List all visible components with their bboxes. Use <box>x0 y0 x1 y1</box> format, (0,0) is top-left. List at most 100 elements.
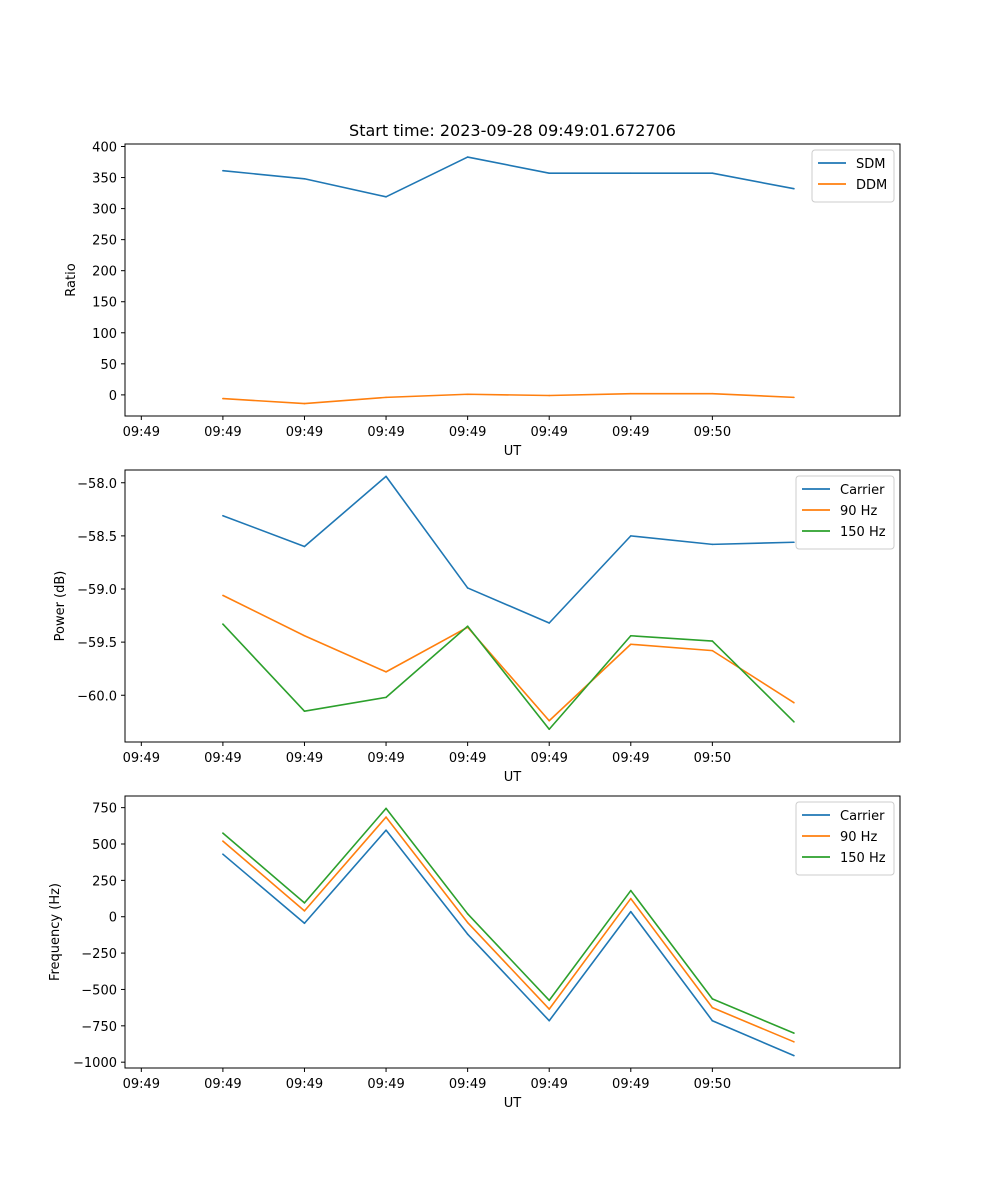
data-point <box>222 832 224 834</box>
x-tick-label: 09:49 <box>286 425 323 440</box>
x-tick-label: 09:49 <box>286 1077 323 1092</box>
x-tick-label: 09:49 <box>123 425 160 440</box>
y-tick-label: 100 <box>92 327 117 342</box>
legend-entry-label: 150 Hz <box>840 525 886 540</box>
y-tick-label: 500 <box>92 838 117 853</box>
data-point <box>711 998 714 1000</box>
y-tick-label: −250 <box>81 947 117 962</box>
data-point <box>711 172 714 174</box>
data-point <box>385 696 387 699</box>
x-tick-label: 09:49 <box>204 751 241 766</box>
data-point <box>793 721 795 723</box>
subplot-power: 09:49 09:49 09:49 09:49 09:49 09:49 09:49 09:50… <box>53 469 901 785</box>
data-point <box>385 475 387 478</box>
data-point <box>548 719 551 722</box>
series-line-90-hz <box>222 594 795 722</box>
x-tick-label: 09:49 <box>204 1077 241 1092</box>
x-tick-label: 09:49 <box>449 425 486 440</box>
series-line-150-hz <box>222 623 795 731</box>
x-tick-label: 09:49 <box>123 1077 160 1092</box>
y-tick-label: 400 <box>92 140 117 155</box>
data-point <box>466 913 469 915</box>
x-tick-label: 09:49 <box>530 425 567 440</box>
data-point <box>793 187 795 190</box>
data-point <box>385 195 387 198</box>
y-tick-label: 0 <box>109 389 117 404</box>
data-point <box>548 1008 551 1010</box>
y-tick-label: −59.5 <box>77 636 117 651</box>
data-point <box>385 396 387 399</box>
x-tick-label: 09:49 <box>367 425 404 440</box>
data-point <box>548 622 551 624</box>
x-tick-label: 09:49 <box>530 751 567 766</box>
data-point <box>303 910 306 912</box>
data-point <box>466 156 469 158</box>
series-line-carrier <box>222 829 795 1057</box>
y-tick-label: −750 <box>81 1020 117 1035</box>
y-tick-label: 300 <box>92 203 117 218</box>
y-tick-label: 150 <box>92 296 117 311</box>
data-point <box>793 701 795 704</box>
x-tick-label: 09:49 <box>367 1077 404 1092</box>
legend-entry-label: 150 Hz <box>840 851 886 866</box>
legend-entry-label: Carrier <box>840 809 885 824</box>
x-tick-label: 09:50 <box>694 751 731 766</box>
data-point <box>629 643 632 646</box>
data-point <box>385 829 387 831</box>
subplot-frequency: 09:49 09:49 09:49 09:49 09:49 09:49 09:49 09:50… <box>48 795 901 1111</box>
data-point <box>711 1006 714 1009</box>
y-tick-label: 250 <box>92 234 117 249</box>
x-tick-label: 09:49 <box>286 751 323 766</box>
data-point <box>793 1032 795 1034</box>
data-point <box>711 649 714 652</box>
legend: Carrier 90 Hz 150 Hz <box>795 801 895 876</box>
x-axis-label: UT <box>504 770 522 785</box>
data-point <box>385 816 387 818</box>
x-tick-label: 09:49 <box>612 425 649 440</box>
x-tick-label: 09:49 <box>367 751 404 766</box>
y-tick-label: −58.5 <box>77 530 117 545</box>
x-tick-label: 09:50 <box>694 425 731 440</box>
y-axis-label: Ratio <box>64 263 79 296</box>
data-point <box>303 402 306 405</box>
x-tick-label: 09:49 <box>204 425 241 440</box>
figure-title: Start time: 2023-09-28 09:49:01.672706 <box>349 121 676 140</box>
data-point <box>303 545 306 548</box>
data-point <box>303 902 306 904</box>
data-point <box>385 671 387 673</box>
data-point <box>222 169 224 172</box>
data-point <box>222 840 224 842</box>
data-point <box>629 910 632 913</box>
data-point <box>629 172 632 174</box>
data-point <box>629 889 632 892</box>
data-point <box>711 640 714 642</box>
data-point <box>548 728 551 731</box>
data-point <box>548 394 551 397</box>
legend: Carrier 90 Hz 150 Hz <box>795 475 895 550</box>
subplot-ratio: 09:49 09:49 09:49 09:49 09:49 09:49 09:49 09:50… <box>64 140 901 459</box>
y-tick-label: −500 <box>81 983 117 998</box>
data-point <box>466 393 469 396</box>
x-tick-label: 09:49 <box>612 1077 649 1092</box>
plot-frame <box>124 143 901 417</box>
y-tick-label: 750 <box>92 802 117 817</box>
legend-entry-label: 90 Hz <box>840 504 877 519</box>
y-axis-label: Frequency (Hz) <box>48 883 63 981</box>
data-point <box>466 921 469 924</box>
data-point <box>793 1041 795 1043</box>
y-tick-label: 250 <box>92 874 117 889</box>
data-point <box>548 172 551 174</box>
x-tick-label: 09:49 <box>530 1077 567 1092</box>
legend-entry-label: Carrier <box>840 483 885 498</box>
data-point <box>222 397 224 400</box>
y-tick-label: 200 <box>92 265 117 280</box>
data-point <box>466 587 469 589</box>
data-point <box>303 710 306 712</box>
x-tick-label: 09:50 <box>694 1077 731 1092</box>
series-line-sdm <box>222 156 795 198</box>
data-point <box>548 999 551 1002</box>
data-point <box>548 1019 551 1022</box>
y-tick-label: 50 <box>100 358 117 373</box>
data-point <box>385 807 387 810</box>
